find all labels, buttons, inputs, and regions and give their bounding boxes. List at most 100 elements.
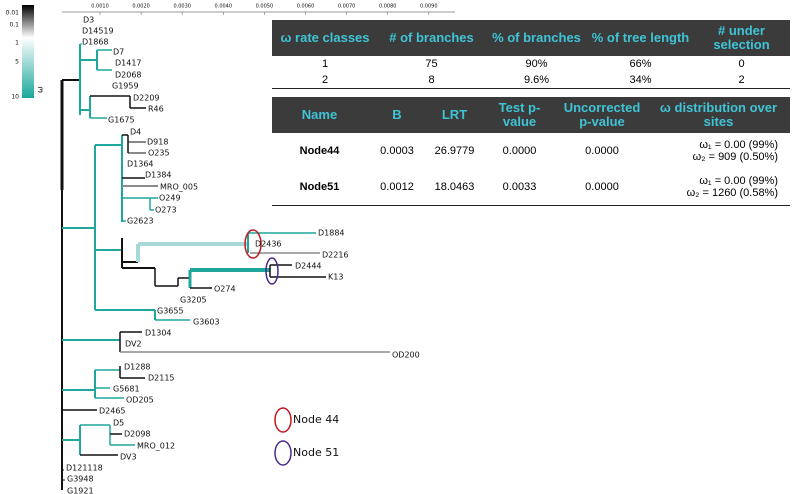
leaf-label: G3948 (67, 475, 94, 484)
leaf-label: D2436 (255, 240, 282, 249)
header-cell: % of branches (492, 30, 581, 45)
leaf-label: D2465 (99, 407, 126, 416)
header-cell: ω distribution over sites (659, 100, 778, 129)
table-cell: 2 (738, 74, 745, 86)
header-cell: Test p-value (498, 100, 541, 129)
leaf-label: G3603 (193, 318, 220, 327)
table-cell: 26.9779 (434, 145, 475, 157)
legend-marker (274, 440, 292, 466)
leaf-label: G3205 (180, 296, 207, 305)
table-cell: 66% (629, 58, 652, 70)
table-cell: 1 (321, 58, 329, 70)
leaf-label: D1868 (82, 38, 109, 47)
header-cell: # under selection (713, 23, 770, 52)
omega-cell: ω₁ = 0.00 (99%) ω₂ = 909 (0.50%) (647, 133, 790, 169)
scale-tick-label: 0.0010 (91, 4, 109, 10)
leaf-label: O274 (214, 285, 236, 294)
table-cell: 0.0033 (502, 181, 537, 193)
omega-line: ω₁ = 0.00 (99%) (699, 139, 778, 151)
leaf-label: D2068 (115, 71, 142, 80)
leaf-label: D1288 (124, 363, 151, 372)
leaf-label: G1921 (67, 487, 94, 494)
header-row: ω rate classes # of branches % of branches… (272, 20, 790, 56)
table-cell: Node44 (299, 145, 340, 157)
leaf-label: D918 (147, 138, 168, 147)
table-row: 1 75 90% 66% 0 (272, 56, 790, 72)
table-cell: 75 (425, 58, 438, 70)
leaf-label: D1364 (127, 160, 154, 169)
node44-marker (244, 229, 262, 259)
legend-label: Node 44 (293, 413, 339, 426)
header-cell: Uncorrected p-value (563, 100, 641, 129)
leaf-label: D14519 (82, 27, 114, 36)
table-cell: 34% (629, 74, 652, 86)
table-cell: 0.0000 (502, 145, 537, 157)
leaf-label: DV3 (120, 453, 137, 462)
leaf-label: K13 (328, 273, 343, 282)
leaf-label: D1384 (145, 171, 172, 180)
table-row: Node44 0.0003 26.9779 0.0000 0.0000 ω₁ = 0.00… (272, 133, 790, 169)
scale-label: 10 (11, 94, 19, 101)
leaf-label: D2115 (148, 374, 175, 383)
leaf-label: D1417 (115, 59, 142, 68)
leaf-label: D1884 (318, 229, 345, 238)
scale-tick-label: 0.0090 (420, 4, 438, 10)
leaf-label: G1959 (112, 82, 139, 91)
scale-tick-label: 0.0070 (338, 4, 356, 10)
scale-tick-label: 0.0060 (297, 4, 315, 10)
table-cell: 0 (738, 58, 745, 70)
leaf-label: OD200 (392, 351, 420, 360)
table-cell: 0.0000 (585, 181, 619, 193)
table-cell: 0.0012 (380, 181, 414, 193)
omega-symbol: ω (36, 86, 45, 93)
header-cell: % of tree length (591, 30, 690, 45)
scale-tick-label: 0.0030 (173, 4, 191, 10)
leaf-label: O249 (159, 194, 181, 203)
table-row: 2 8 9.6% 34% 2 (272, 72, 790, 88)
header-cell: ω rate classes (280, 30, 370, 45)
scale-tick-label: 0.0080 (379, 4, 397, 10)
leaf-label: O273 (155, 206, 177, 215)
legend-marker (274, 407, 292, 433)
leaf-label: D121118 (66, 464, 103, 473)
header-cell: # of branches (389, 30, 474, 45)
leaf-label: D2444 (295, 262, 322, 271)
scale-tick-label: 0.0040 (215, 4, 233, 10)
tree (60, 43, 390, 490)
leaf-label: D5 (113, 419, 124, 428)
node51-marker (265, 257, 279, 285)
leaf-label: D2098 (124, 430, 151, 439)
scale-tick-label: 0.0050 (256, 4, 274, 10)
leaf-label: D3 (83, 16, 94, 25)
scale-tick-label: 0.0020 (132, 4, 150, 10)
scale-label: 1 (15, 40, 19, 47)
table-cell: 0.0003 (380, 145, 414, 157)
leaf-label: D2209 (133, 94, 160, 103)
leaf-label: DV2 (125, 340, 142, 349)
leaf-label: G5681 (113, 385, 140, 394)
leaf-label: OD205 (126, 396, 154, 405)
leaf-label: G1675 (108, 116, 135, 125)
leaf-label: D4 (130, 128, 141, 137)
leaf-label: R46 (148, 105, 164, 114)
scale-label: 5 (15, 59, 19, 66)
scale-label: 0.01 (6, 10, 20, 17)
table-cell: 8 (428, 74, 435, 86)
table-cell: 9.6% (523, 74, 550, 86)
leaf-label: G3655 (157, 307, 184, 316)
header-cell: LRT (441, 107, 468, 122)
leaf-label: D7 (113, 48, 124, 57)
node-table: Name B LRT Test p-value Uncorrected p-value ω… (272, 97, 790, 206)
table-cell: 2 (321, 74, 329, 86)
leaf-label: D2216 (322, 251, 349, 260)
rate-table: ω rate classes # of branches % of branches… (272, 20, 790, 89)
leaf-label: G2623 (127, 217, 154, 226)
table-cell: 18.0463 (434, 181, 475, 193)
header-cell: Name (301, 107, 338, 122)
table-cell: 90% (525, 58, 548, 70)
leaf-label: MRO_005 (160, 183, 198, 192)
leaf-label: MRO_012 (137, 442, 175, 451)
header-row: Name B LRT Test p-value Uncorrected p-value ω… (272, 97, 790, 133)
